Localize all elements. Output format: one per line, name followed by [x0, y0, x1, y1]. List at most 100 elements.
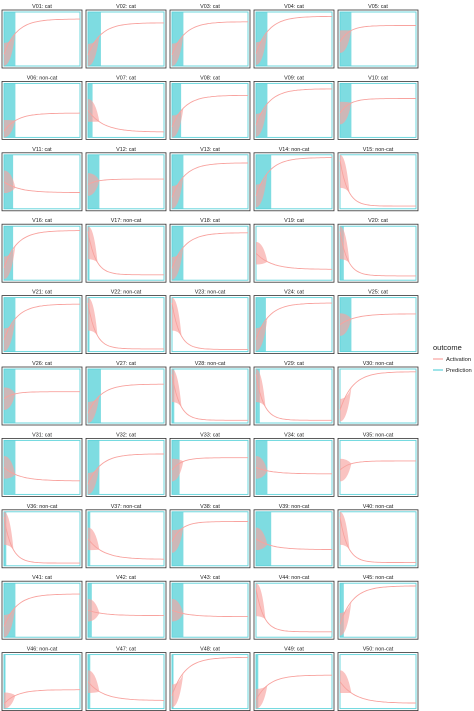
facet-title: V42: cat — [116, 575, 136, 581]
activation-line — [3, 467, 80, 482]
activation-line — [3, 112, 81, 132]
activation-area — [172, 247, 184, 280]
prediction-band — [256, 297, 266, 352]
activation-line — [87, 609, 164, 617]
activation-line — [87, 178, 164, 185]
facet-title: V15: non-cat — [363, 147, 394, 153]
facet-title: V06: non-cat — [27, 75, 58, 81]
activation-area — [340, 313, 352, 336]
activation-area — [172, 598, 184, 622]
activation-area — [340, 601, 352, 636]
facet-panel: V07: cat — [85, 75, 167, 140]
activation-area — [4, 318, 16, 352]
activation-area — [88, 173, 100, 196]
facet-panel: V15: non-cat — [337, 147, 419, 212]
panel-frame — [337, 652, 419, 711]
facet-panel: V32: cat — [85, 432, 167, 497]
facet-panel: V38: cat — [169, 504, 251, 569]
facet-panel: V04: cat — [253, 4, 335, 69]
activation-area — [172, 108, 184, 138]
prediction-outline — [3, 225, 81, 281]
facet-title: V04: cat — [284, 4, 304, 10]
activation-line — [339, 460, 416, 471]
activation-line — [339, 585, 416, 625]
panel-frame — [85, 223, 167, 283]
activation-line — [87, 538, 164, 560]
activation-area — [256, 173, 268, 208]
activation-line — [171, 21, 248, 56]
prediction-outline — [3, 582, 81, 638]
prediction-band — [172, 12, 184, 66]
panel-frame — [253, 366, 335, 426]
prediction-band — [340, 583, 344, 638]
activation-area — [88, 226, 98, 263]
activation-area — [4, 170, 16, 194]
facet-panel: V22: non-cat — [85, 290, 167, 355]
facet-panel: V36: non-cat — [1, 504, 83, 569]
panel-frame — [337, 580, 419, 640]
activation-line — [87, 453, 164, 485]
panel-frame — [169, 295, 251, 355]
facet-panel: V23: non-cat — [169, 290, 251, 355]
facet-panel: V13: cat — [169, 147, 251, 212]
facet-panel: V10: cat — [337, 75, 419, 140]
activation-line — [87, 302, 164, 350]
activation-area — [256, 369, 266, 408]
panel-frame — [337, 509, 419, 569]
activation-line — [171, 232, 248, 269]
activation-line — [255, 15, 332, 54]
activation-line — [255, 88, 332, 126]
facet-title: V09: cat — [284, 75, 304, 81]
prediction-outline — [171, 654, 249, 710]
facet-panel: V01: cat — [1, 4, 83, 69]
facet-title: V21: cat — [32, 290, 52, 296]
facet-title: V17: non-cat — [111, 218, 142, 224]
prediction-band — [172, 226, 184, 281]
facet-panel: V41: cat — [1, 575, 83, 640]
activation-area — [172, 176, 184, 209]
activation-line — [339, 231, 416, 277]
panel-frame — [1, 223, 83, 283]
panel-frame — [337, 223, 419, 283]
legend-label: Activation — [446, 357, 471, 363]
facet-panel: V02: cat — [85, 4, 167, 69]
panel-frame — [85, 580, 167, 640]
activation-line — [3, 517, 80, 564]
facet-title: V33: cat — [200, 432, 220, 438]
activation-line — [87, 110, 165, 133]
facet-panel: V42: cat — [85, 575, 167, 640]
activation-line — [87, 681, 164, 701]
activation-area — [256, 583, 266, 620]
activation-area — [172, 527, 184, 553]
facet-title: V48: cat — [200, 647, 220, 653]
activation-line — [339, 98, 416, 114]
facet-title: V26: cat — [32, 361, 52, 367]
facet-panel: V31: cat — [1, 432, 83, 497]
facet-title: V40: non-cat — [363, 504, 394, 510]
facet-panel: V43: cat — [169, 575, 251, 640]
prediction-outline — [87, 11, 165, 67]
activation-line — [87, 22, 164, 56]
activation-area — [4, 387, 16, 411]
facet-title: V18: cat — [200, 218, 220, 224]
activation-line — [255, 374, 332, 421]
activation-line — [171, 94, 248, 128]
activation-line — [87, 383, 164, 414]
facet-panel: V16: cat — [1, 218, 83, 283]
prediction-outline — [3, 297, 81, 353]
activation-area — [4, 245, 16, 280]
facet-panel: V35: non-cat — [337, 432, 419, 497]
facet-title: V44: non-cat — [279, 575, 310, 581]
prediction-band — [4, 83, 16, 138]
legend-title: outcome — [433, 343, 462, 352]
prediction-outline — [3, 82, 81, 138]
prediction-band — [172, 654, 174, 709]
panel-frame — [1, 152, 83, 212]
facet-title: V10: cat — [368, 75, 388, 81]
facet-panel: V08: cat — [169, 75, 251, 140]
facet-title: V34: cat — [284, 432, 304, 438]
activation-line — [3, 303, 80, 340]
activation-area — [256, 317, 268, 351]
activation-area — [256, 456, 268, 479]
